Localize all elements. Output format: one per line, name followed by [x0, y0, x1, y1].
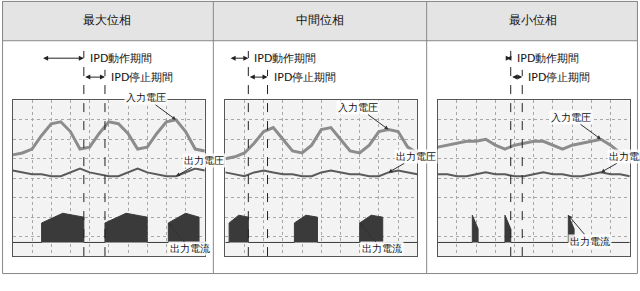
svg-text:出力電圧: 出力電圧 — [609, 151, 640, 162]
svg-text:出力電流: 出力電流 — [570, 236, 610, 247]
svg-text:IPD停止期間: IPD停止期間 — [274, 71, 336, 84]
svg-text:IPD動作期間: IPD動作期間 — [254, 52, 316, 65]
svg-text:入力電圧: 入力電圧 — [338, 102, 378, 113]
svg-text:入力電圧: 入力電圧 — [126, 92, 166, 103]
svg-text:出力電流: 出力電流 — [362, 243, 402, 254]
svg-text:最小位相: 最小位相 — [509, 13, 557, 27]
svg-text:出力電圧: 出力電圧 — [184, 155, 224, 166]
svg-text:IPD動作期間: IPD動作期間 — [90, 52, 152, 65]
svg-text:出力電圧: 出力電圧 — [396, 151, 436, 162]
svg-text:出力電流: 出力電流 — [170, 243, 210, 254]
svg-text:IPD停止期間: IPD停止期間 — [111, 71, 173, 84]
svg-text:中間位相: 中間位相 — [296, 13, 344, 27]
svg-text:入力電圧: 入力電圧 — [551, 112, 591, 123]
svg-text:最大位相: 最大位相 — [83, 13, 131, 27]
svg-text:IPD動作期間: IPD動作期間 — [517, 52, 579, 65]
svg-text:IPD停止期間: IPD停止期間 — [528, 71, 590, 84]
